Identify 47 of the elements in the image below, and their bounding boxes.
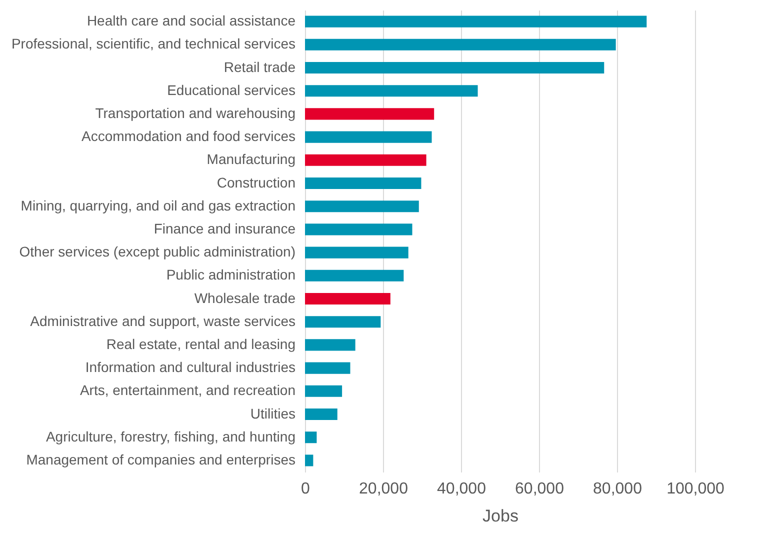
bar [305, 432, 317, 444]
y-tick-label: Agriculture, forestry, fishing, and hunting [46, 428, 296, 444]
bar [305, 224, 412, 236]
x-tick-label: 0 [301, 480, 310, 498]
x-tick-label: 100,000 [666, 480, 725, 498]
bar [305, 292, 390, 305]
x-tick-label: 40,000 [437, 480, 486, 498]
bar [305, 316, 381, 328]
y-tick-label: Information and cultural industries [85, 359, 296, 376]
y-tick-label: Accommodation and food services [82, 128, 296, 144]
y-tick-label: Management of companies and enterprises [26, 451, 296, 468]
y-tick-label: Arts, entertainment, and recreation [80, 382, 296, 398]
y-tick-label: Finance and insurance [154, 220, 296, 236]
y-tick-label: Wholesale trade [194, 290, 296, 306]
y-tick-label: Utilities [250, 405, 296, 422]
bar [305, 339, 356, 351]
y-tick-label: Administrative and support, waste services [30, 312, 296, 329]
y-tick-label: Retail trade [224, 58, 296, 75]
y-tick-label: Mining, quarrying, and oil and gas extraction [20, 197, 296, 214]
bar [305, 108, 434, 120]
bar [305, 38, 616, 50]
y-tick-label: Manufacturing [206, 151, 296, 168]
y-tick-label: Other services (except public administration) [19, 244, 296, 260]
x-tick-label: 60,000 [515, 480, 564, 498]
y-tick-label: Construction [216, 174, 296, 190]
x-tick-label: 20,000 [359, 480, 408, 498]
y-tick-label: Professional, scientific, and technical services [11, 36, 296, 52]
bar [305, 246, 408, 258]
y-tick-label: Public administration [166, 266, 296, 283]
bar [305, 154, 426, 166]
y-tick-label: Health care and social assistance [86, 12, 296, 29]
bar [305, 177, 422, 190]
bar [305, 200, 419, 212]
bar [305, 362, 350, 374]
y-tick-label: Educational services [167, 82, 296, 98]
y-tick-label: Transportation and warehousing [95, 104, 296, 121]
bar [305, 408, 338, 420]
bar [305, 385, 342, 397]
x-tick-label: 80,000 [593, 480, 642, 498]
bar [305, 16, 647, 28]
bar [305, 270, 404, 282]
y-tick-label: Real estate, rental and leasing [106, 336, 296, 352]
bar [305, 131, 432, 143]
x-axis-title: Jobs [482, 506, 518, 526]
bar [305, 62, 604, 74]
bar [305, 85, 478, 97]
bar [305, 454, 314, 466]
